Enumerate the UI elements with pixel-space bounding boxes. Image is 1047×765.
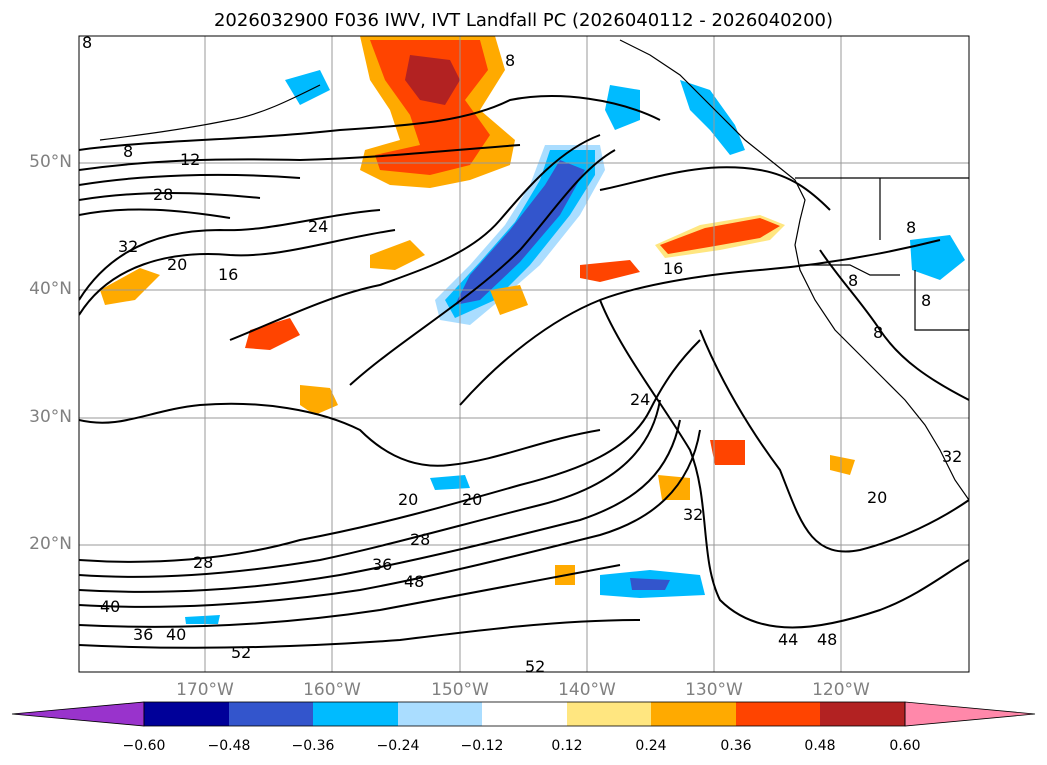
- colorbar-tick: 0.60: [889, 738, 921, 754]
- colorbar-tick: −0.12: [460, 738, 504, 754]
- colorbar-tick: 0.36: [720, 738, 752, 754]
- contour-label: 20: [462, 490, 482, 509]
- colorbar-swatch-0: [11, 701, 145, 727]
- contour-label: 8: [505, 51, 515, 70]
- lon-label: 170°W: [176, 680, 234, 700]
- positive-anomaly-region: [370, 240, 425, 270]
- contour-label: 8: [921, 291, 931, 310]
- colorbar-tick: −0.60: [122, 738, 166, 754]
- map-frame: [78, 35, 970, 673]
- positive-anomaly-region: [710, 440, 745, 465]
- map-title: 2026032900 F036 IWV, IVT Landfall PC (20…: [213, 10, 834, 31]
- coastline: [99, 39, 969, 501]
- colorbar-swatch-2: [229, 702, 313, 726]
- positive-anomaly-region: [658, 475, 690, 500]
- contour-label: 48: [404, 572, 424, 591]
- colorbar-frame: [143, 701, 906, 727]
- contour-label: 36: [133, 625, 153, 644]
- contour-label: 24: [308, 217, 328, 236]
- colorbar-swatch-1: [144, 702, 229, 726]
- iwv-contours: [79, 95, 969, 649]
- contour-label: 16: [218, 265, 238, 284]
- contour-label: 20: [398, 490, 418, 509]
- contour-label: 32: [118, 237, 138, 256]
- contour-label: 40: [100, 597, 120, 616]
- contour-label: 8: [82, 33, 92, 52]
- colorbar-tick: −0.36: [291, 738, 335, 754]
- contour-label: 52: [525, 657, 545, 676]
- contour-label: 8: [906, 218, 916, 237]
- lon-label: 160°W: [303, 680, 361, 700]
- colorbar-swatch-8: [736, 702, 820, 726]
- positive-anomaly-region: [580, 260, 640, 282]
- negative-anomaly-region: [185, 615, 220, 624]
- contour-label: 48: [817, 630, 837, 649]
- colorbar-tick: −0.48: [207, 738, 251, 754]
- contour-label: 8: [123, 142, 133, 161]
- positive-anomaly-region: [660, 218, 780, 254]
- contour-label: 12: [180, 150, 200, 169]
- lon-label: 130°W: [685, 680, 743, 700]
- contour-label: 24: [630, 390, 650, 409]
- lon-label: 150°W: [431, 680, 489, 700]
- contour-label: 32: [683, 505, 703, 524]
- colorbar-swatch-7: [651, 702, 736, 726]
- lat-label: 30°N: [29, 407, 72, 427]
- positive-anomaly-region: [100, 268, 160, 305]
- colorbar-swatch-4: [398, 702, 482, 726]
- contour-label: 32: [942, 447, 962, 466]
- lat-label: 40°N: [29, 279, 72, 299]
- colorbar-swatch-5: [482, 702, 567, 726]
- negative-anomaly-region: [630, 578, 670, 590]
- colorbar-swatch-9: [820, 702, 905, 726]
- lat-label: 50°N: [29, 152, 72, 172]
- contour-label: 20: [167, 255, 187, 274]
- lon-label: 120°W: [812, 680, 870, 700]
- negative-anomaly-region: [285, 70, 330, 105]
- positive-anomaly-region: [830, 455, 855, 475]
- contour-label: 28: [153, 185, 173, 204]
- positive-anomaly-region: [300, 385, 338, 415]
- contour-labels: 8 8 12 28 24 32 20 16 16 8 8 8 24 20 20 …: [82, 33, 962, 676]
- contour-label: 52: [231, 643, 251, 662]
- lat-label: 20°N: [29, 534, 72, 554]
- negative-anomaly-region: [910, 235, 965, 280]
- contour-label: 20: [867, 488, 887, 507]
- contour-label: 28: [410, 530, 430, 549]
- negative-anomaly-region: [430, 475, 470, 490]
- contour-label: 40: [166, 625, 186, 644]
- positive-anomaly-region: [490, 285, 528, 315]
- contour-label: 28: [193, 553, 213, 572]
- colorbar-tick: 0.12: [551, 738, 583, 754]
- negative-anomaly-region: [605, 85, 640, 130]
- contour-label: 44: [778, 630, 798, 649]
- colorbar-swatch-10: [904, 701, 1036, 727]
- colorbar: [11, 701, 1036, 727]
- colorbar-swatch-3: [313, 702, 398, 726]
- contour-label: 36: [372, 555, 392, 574]
- positive-anomaly-region: [405, 55, 460, 105]
- colorbar-tick: 0.24: [635, 738, 667, 754]
- colorbar-tick: −0.24: [376, 738, 420, 754]
- contour-label: 16: [663, 259, 683, 278]
- negative-anomaly-region: [680, 80, 745, 155]
- contour-label: 8: [848, 271, 858, 290]
- lon-label: 140°W: [558, 680, 616, 700]
- negative-anomaly-region: [455, 160, 585, 305]
- contour-label: 8: [873, 323, 883, 342]
- positive-anomaly-region: [245, 318, 300, 350]
- colorbar-tick: 0.48: [804, 738, 836, 754]
- graticule: [79, 36, 969, 672]
- colorbar-swatch-6: [567, 702, 651, 726]
